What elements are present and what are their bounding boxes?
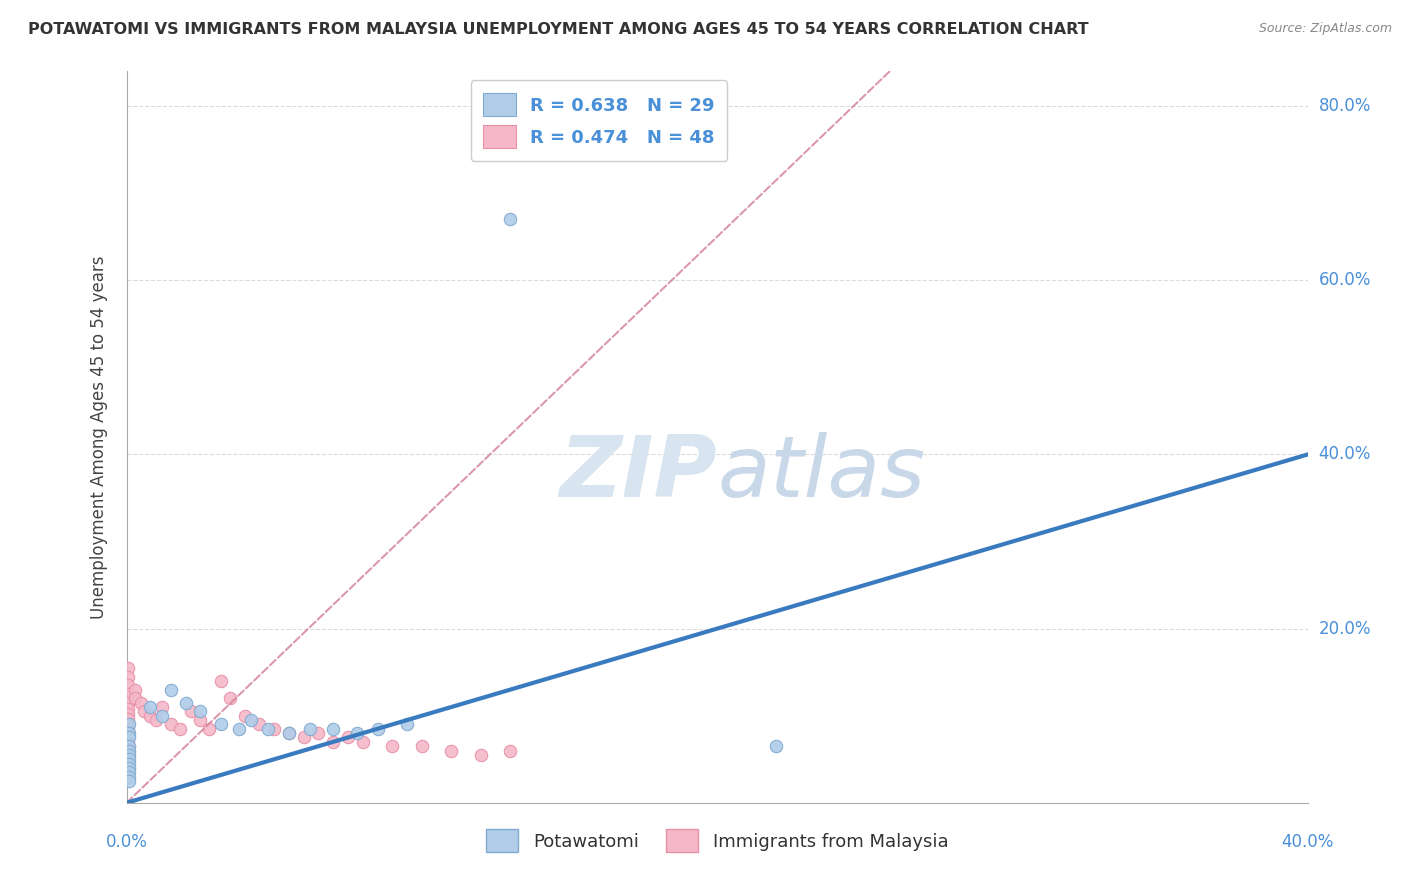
Point [117, 756, 139, 770]
Point [322, 735, 344, 749]
Point [118, 752, 141, 766]
Text: atlas: atlas [717, 432, 925, 516]
Text: Source: ZipAtlas.com: Source: ZipAtlas.com [1258, 22, 1392, 36]
Legend: Potawatomi, Immigrants from Malaysia: Potawatomi, Immigrants from Malaysia [478, 822, 956, 860]
Point [117, 696, 139, 710]
Point [117, 750, 139, 764]
Point [263, 722, 285, 736]
Point [233, 708, 256, 723]
Point [292, 731, 315, 745]
Text: 40.0%: 40.0% [1281, 833, 1334, 851]
Point [180, 705, 202, 719]
Point [117, 753, 139, 767]
Point [117, 717, 139, 731]
Text: 80.0%: 80.0% [1319, 97, 1371, 115]
Point [117, 669, 139, 683]
Point [118, 747, 141, 762]
Text: 0.0%: 0.0% [105, 833, 148, 851]
Point [440, 743, 463, 757]
Point [117, 739, 139, 754]
Point [499, 743, 522, 757]
Point [117, 702, 139, 716]
Point [145, 713, 167, 727]
Point [118, 761, 141, 775]
Point [188, 713, 212, 727]
Point [118, 756, 141, 771]
Point [150, 700, 173, 714]
Point [118, 739, 141, 754]
Point [298, 722, 321, 736]
Point [117, 735, 139, 749]
Text: ZIP: ZIP [560, 432, 717, 516]
Point [117, 741, 139, 756]
Point [396, 717, 419, 731]
Point [118, 731, 141, 745]
Point [118, 770, 141, 784]
Point [352, 735, 374, 749]
Point [239, 713, 262, 727]
Point [219, 691, 242, 706]
Y-axis label: Unemployment Among Ages 45 to 54 years: Unemployment Among Ages 45 to 54 years [90, 255, 108, 619]
Point [160, 682, 183, 697]
Point [117, 745, 139, 759]
Point [322, 722, 344, 736]
Point [765, 739, 787, 754]
Point [499, 212, 522, 227]
Point [228, 722, 250, 736]
Point [411, 739, 433, 754]
Point [117, 706, 139, 721]
Point [117, 747, 139, 762]
Point [118, 726, 141, 740]
Point [470, 747, 492, 762]
Point [367, 722, 389, 736]
Point [118, 743, 141, 757]
Point [117, 731, 139, 745]
Point [346, 726, 368, 740]
Point [129, 696, 153, 710]
Point [278, 726, 301, 740]
Point [117, 678, 139, 692]
Point [118, 717, 141, 731]
Point [139, 700, 162, 714]
Point [139, 708, 162, 723]
Point [381, 739, 404, 754]
Point [337, 731, 360, 745]
Point [117, 687, 139, 701]
Point [124, 682, 146, 697]
Point [249, 717, 271, 731]
Point [117, 661, 139, 675]
Text: 40.0%: 40.0% [1319, 445, 1371, 464]
Point [169, 722, 191, 736]
Point [134, 705, 156, 719]
Point [150, 708, 173, 723]
Point [278, 726, 301, 740]
Text: 20.0%: 20.0% [1319, 620, 1371, 638]
Point [124, 691, 146, 706]
Text: 60.0%: 60.0% [1319, 271, 1371, 289]
Point [209, 673, 232, 688]
Point [118, 774, 141, 789]
Text: POTAWATOMI VS IMMIGRANTS FROM MALAYSIA UNEMPLOYMENT AMONG AGES 45 TO 54 YEARS CO: POTAWATOMI VS IMMIGRANTS FROM MALAYSIA U… [28, 22, 1088, 37]
Point [198, 722, 221, 736]
Point [209, 717, 232, 731]
Point [188, 705, 212, 719]
Point [118, 765, 141, 780]
Point [117, 722, 139, 736]
Point [308, 726, 330, 740]
Point [257, 722, 280, 736]
Point [160, 717, 183, 731]
Point [174, 696, 197, 710]
Point [117, 712, 139, 726]
Point [117, 726, 139, 740]
